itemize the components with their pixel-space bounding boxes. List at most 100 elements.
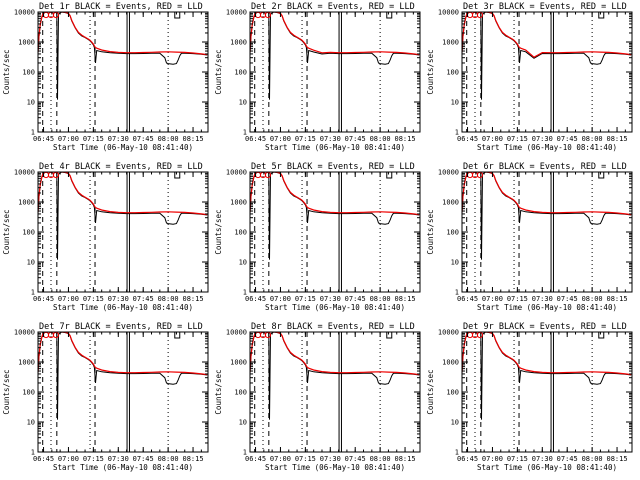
x-tick-label: 07:15 [295,295,316,303]
open-circle-marker [466,12,474,19]
x-tick-label: 08:00 [582,135,603,143]
panel-1: Det 1r BLACK = Events, RED = LLD 1 10 100 1… [2,2,209,152]
lld-series-line [38,12,208,56]
x-tick-label: 07:00 [270,455,291,463]
y-tick-label: 1 [31,129,35,137]
x-tick-label: 07:30 [108,295,129,303]
panel-5: Det 5r BLACK = Events, RED = LLD 1 10 100 1… [214,162,421,312]
y-tick-label: 1 [455,289,459,297]
panel-title: Det 6r BLACK = Events, RED = LLD [463,162,627,172]
x-tick-label: 07:30 [108,455,129,463]
x-tick-label: 08:00 [158,295,179,303]
panel-title: Det 2r BLACK = Events, RED = LLD [251,2,415,12]
x-tick-label: 08:00 [582,455,603,463]
flag-box [598,172,605,179]
x-tick-label: 08:15 [607,455,628,463]
plot-area [462,12,632,132]
y-tick-label: 100 [234,69,247,77]
y-tick-label: 100 [22,69,35,77]
open-circle-marker [254,332,262,339]
x-tick-label: 07:15 [295,455,316,463]
y-axis-label: Counts/sec [2,369,11,414]
x-tick-label: 08:15 [183,455,204,463]
y-tick-label: 1 [455,449,459,457]
x-axis-label: Start Time (06-May-10 08:41:40) [265,303,405,312]
y-tick-label: 10000 [438,169,459,177]
y-tick-label: 1000 [442,359,459,367]
events-series-line [250,172,420,260]
plot-frame [249,171,421,293]
y-tick-label: 100 [446,229,459,237]
x-tick-label: 07:00 [58,295,79,303]
y-tick-label: 10 [27,419,35,427]
plot-area [38,12,208,132]
x-tick-label: 08:00 [370,135,391,143]
plot-frame [37,11,209,133]
lld-series-line [250,12,420,56]
plot-area [250,12,420,132]
x-tick-label: 06:45 [457,455,478,463]
events-series-line [462,332,632,420]
open-circle-marker [254,12,262,19]
flag-box [598,332,605,339]
events-series-line [462,172,632,260]
flag-box [174,12,181,19]
flag-box [386,172,393,179]
y-tick-label: 1000 [230,199,247,207]
y-tick-label: 10000 [438,329,459,337]
x-tick-label: 08:00 [582,295,603,303]
y-tick-label: 100 [446,389,459,397]
open-circle-marker [42,12,50,19]
x-axis-label: Start Time (06-May-10 08:41:40) [53,463,193,472]
plot-frame [461,171,633,293]
flag-box [174,332,181,339]
open-circle-marker [254,172,262,179]
y-tick-label: 10 [239,419,247,427]
y-axis-label: Counts/sec [214,49,223,94]
plot-area [250,332,420,452]
x-tick-label: 07:00 [482,135,503,143]
lld-series-line [38,172,208,216]
y-tick-label: 10000 [438,9,459,17]
y-tick-label: 1 [243,129,247,137]
plot-area [38,172,208,292]
flag-box [174,172,181,179]
x-tick-label: 07:00 [270,295,291,303]
events-series-line [462,12,632,100]
panel-title: Det 7r BLACK = Events, RED = LLD [39,322,203,332]
y-tick-label: 10 [27,99,35,107]
x-tick-label: 06:45 [245,455,266,463]
open-circle-marker [42,332,50,339]
plot-area [250,172,420,292]
plot-frame [37,171,209,293]
flag-box [386,12,393,19]
events-series-line [250,12,420,100]
y-tick-label: 1 [243,289,247,297]
plot-area [38,332,208,452]
y-tick-label: 10000 [226,169,247,177]
y-tick-label: 100 [22,389,35,397]
panel-title: Det 9r BLACK = Events, RED = LLD [463,322,627,332]
lld-series-line [462,332,632,376]
lld-series-line [250,332,420,376]
panel-7: Det 7r BLACK = Events, RED = LLD 1 10 100 1… [2,322,209,472]
events-series-line [38,332,208,420]
y-tick-label: 10000 [14,329,35,337]
lld-series-line [462,172,632,216]
x-tick-label: 08:15 [183,295,204,303]
y-axis-label: Counts/sec [2,49,11,94]
y-axis-label: Counts/sec [214,369,223,414]
x-tick-label: 08:00 [158,135,179,143]
panel-8: Det 8r BLACK = Events, RED = LLD 1 10 100 1… [214,322,421,472]
y-tick-label: 10 [239,259,247,267]
x-tick-label: 07:00 [482,455,503,463]
panel-title: Det 3r BLACK = Events, RED = LLD [463,2,627,12]
y-tick-label: 10000 [226,9,247,17]
x-tick-label: 07:15 [83,135,104,143]
lld-series-line [462,12,632,58]
x-axis-label: Start Time (06-May-10 08:41:40) [53,143,193,152]
panel-title: Det 1r BLACK = Events, RED = LLD [39,2,203,12]
x-tick-label: 06:45 [245,135,266,143]
y-tick-label: 1000 [18,359,35,367]
